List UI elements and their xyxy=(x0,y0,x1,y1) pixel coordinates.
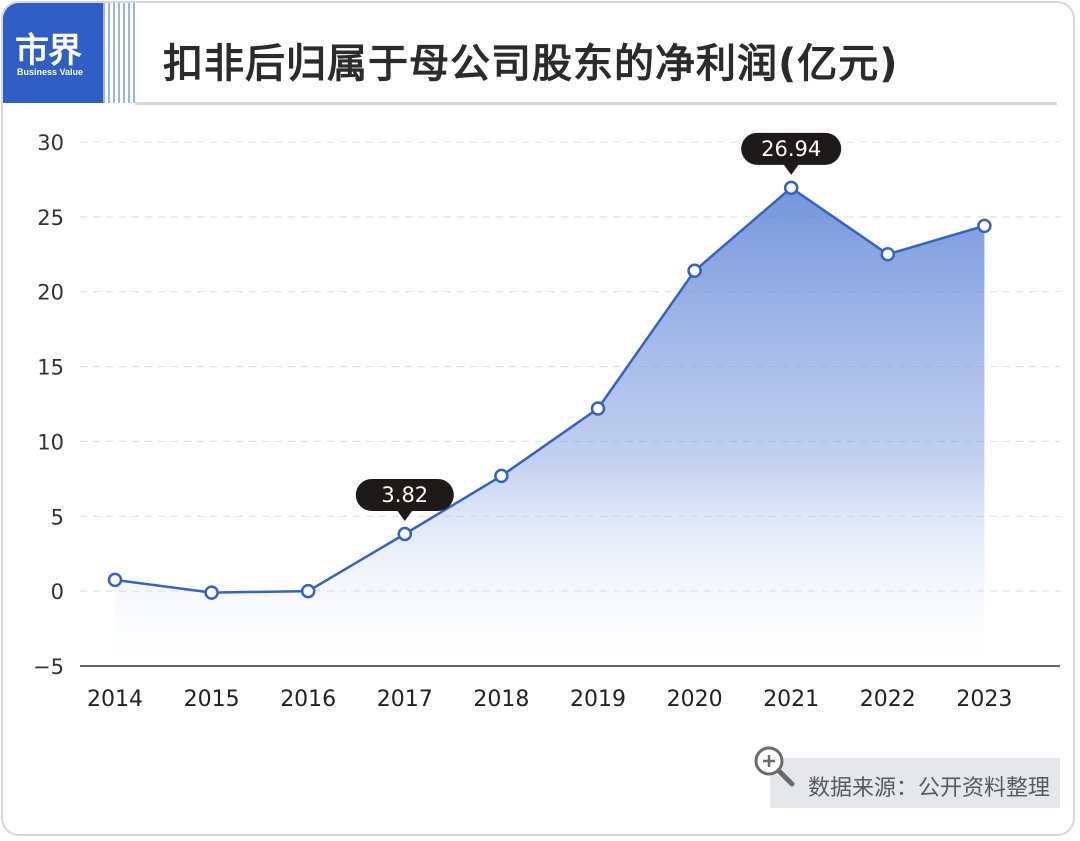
callout-pointer xyxy=(783,163,800,175)
chart-title: 扣非后归属于母公司股东的净利润(亿元) xyxy=(163,41,899,87)
y-tick-label: 0 xyxy=(51,580,64,604)
x-axis-ticks: 2014 2015 2016 2017 2018 2019 2020 2021 2022 2023 xyxy=(87,687,1012,712)
data-point xyxy=(204,585,219,600)
callout-bubble xyxy=(355,478,454,511)
data-point xyxy=(494,468,509,484)
x-tick-label: 2023 xyxy=(956,687,1012,712)
callout-label: 3.82 xyxy=(381,483,428,507)
y-tick-label: 10 xyxy=(37,430,64,454)
callout-label: 26.94 xyxy=(761,137,821,161)
x-tick-label: 2019 xyxy=(570,687,626,712)
x-tick-label: 2015 xyxy=(184,687,240,712)
data-point xyxy=(687,263,702,279)
x-tick-label: 2017 xyxy=(377,687,433,712)
x-tick-label: 2021 xyxy=(763,687,819,712)
data-point xyxy=(977,218,992,234)
y-tick-label: 5 xyxy=(51,505,64,529)
data-point xyxy=(300,583,316,599)
x-tick-label: 2020 xyxy=(667,687,723,712)
magnifier-icon xyxy=(754,746,795,787)
source-box xyxy=(770,758,1060,808)
annotation-callout: 3.82 xyxy=(355,478,454,521)
x-tick-label: 2018 xyxy=(473,687,529,712)
series-area xyxy=(115,187,985,679)
y-tick-label: 20 xyxy=(37,281,64,305)
y-tick-label: −5 xyxy=(33,655,64,679)
data-points xyxy=(107,180,992,600)
data-point xyxy=(107,572,123,588)
logo-subtitle: Business Value xyxy=(17,67,84,77)
decorative-stripes xyxy=(103,3,135,103)
y-tick-label: 25 xyxy=(37,206,64,230)
y-tick-label: 15 xyxy=(37,356,64,380)
data-point xyxy=(397,526,413,542)
logo-wordmark: 市界 xyxy=(15,31,82,71)
title-divider xyxy=(135,102,1057,105)
y-tick-label: 30 xyxy=(37,131,64,155)
data-annotations: 3.82 26.94 xyxy=(355,132,842,521)
callout-bubble xyxy=(741,132,842,165)
data-point xyxy=(880,247,896,262)
brand-logo: 市界 Business Value xyxy=(3,3,103,103)
annotation-callout: 26.94 xyxy=(741,132,842,175)
callout-pointer xyxy=(396,509,413,521)
x-tick-label: 2016 xyxy=(280,687,336,712)
y-axis-ticks: 30 25 20 15 10 5 0 −5 xyxy=(33,131,64,679)
series-line xyxy=(114,186,985,594)
data-point xyxy=(590,401,606,416)
data-point xyxy=(783,180,799,196)
x-tick-label: 2014 xyxy=(87,687,143,712)
x-tick-label: 2022 xyxy=(860,687,916,712)
data-source: 数据来源：公开资料整理 xyxy=(808,776,1051,801)
